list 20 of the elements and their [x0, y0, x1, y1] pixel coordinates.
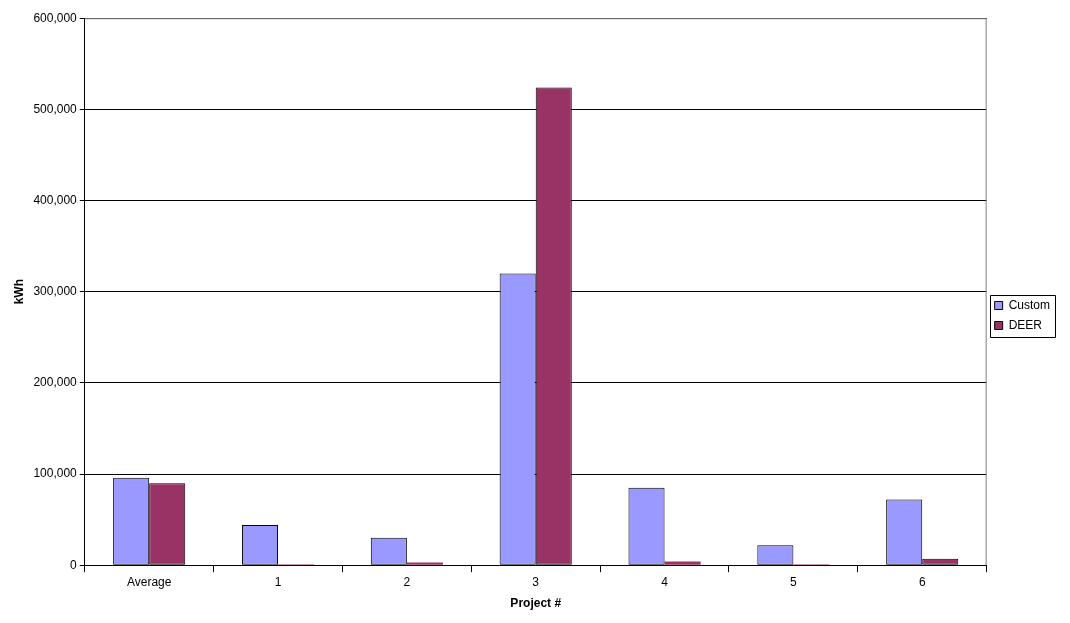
- y-tick-label: 500,000: [33, 101, 78, 116]
- bar: [406, 562, 443, 565]
- y-tick-label: 100,000: [33, 466, 78, 481]
- y-tick-label: 300,000: [33, 284, 78, 299]
- legend-label: DEER: [1008, 317, 1043, 332]
- y-tick-label: 200,000: [33, 375, 78, 390]
- x-tick-label: 5: [790, 574, 798, 589]
- y-tick-label: 600,000: [33, 10, 78, 25]
- x-tick-label: 2: [403, 574, 411, 589]
- y-tick-label: 400,000: [33, 192, 78, 207]
- x-tick-label: Average: [126, 574, 172, 589]
- x-tick-label: 6: [918, 574, 926, 589]
- x-tick-label: 1: [274, 574, 282, 589]
- bar: [664, 561, 701, 565]
- x-axis-title: Project #: [510, 596, 562, 611]
- x-tick-label: 3: [532, 574, 540, 589]
- legend-label: Custom: [1008, 297, 1050, 312]
- x-tick-label: 4: [661, 574, 669, 589]
- y-axis-title: kWh: [11, 279, 26, 305]
- y-tick-label: 0: [70, 557, 78, 572]
